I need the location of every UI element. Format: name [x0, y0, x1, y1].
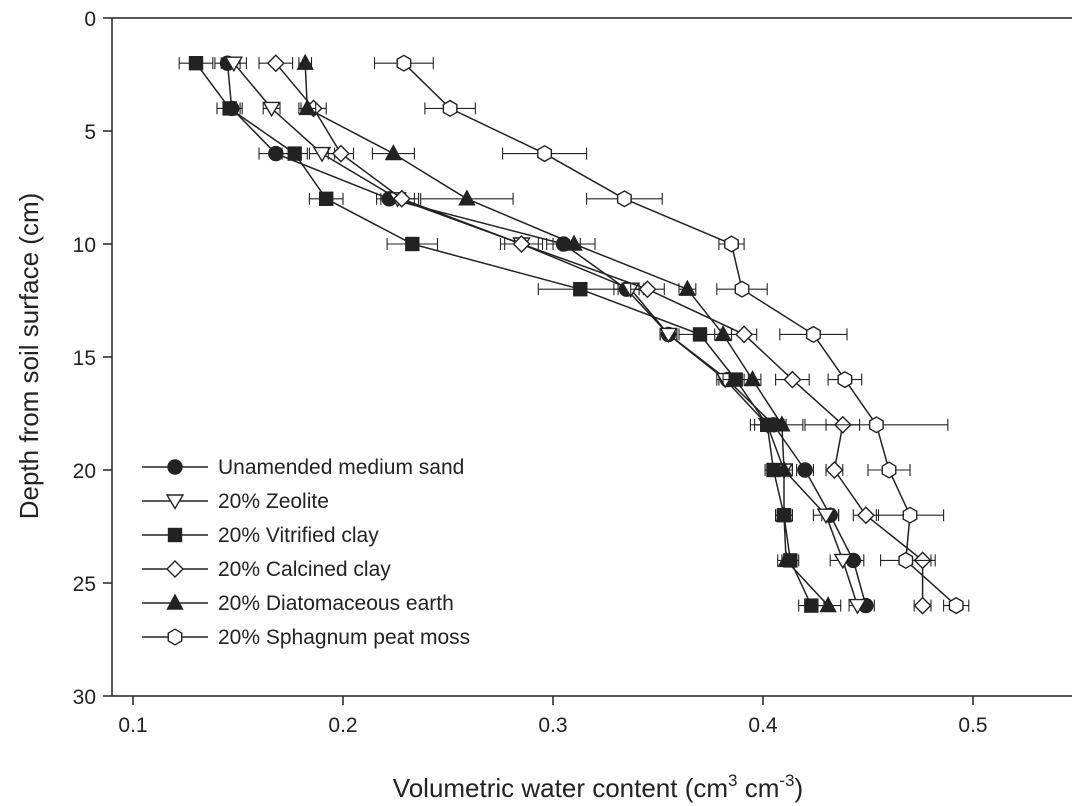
- y-tick-label: 25: [73, 573, 96, 596]
- data-point: [319, 191, 334, 207]
- data-point: [692, 327, 708, 342]
- y-tick-label: 15: [73, 347, 96, 370]
- legend-item-1: Unamended medium sand: [142, 456, 464, 479]
- data-point: [856, 506, 875, 525]
- data-point: [262, 101, 281, 118]
- data-point: [396, 54, 412, 72]
- legend-marker: [165, 494, 185, 510]
- data-point: [775, 460, 793, 477]
- legend-label: 20% Vitrified clay: [218, 524, 379, 547]
- data-point: [837, 370, 853, 389]
- y-tick-label: 20: [73, 460, 96, 483]
- legend-label: 20% Calcined clay: [218, 558, 391, 581]
- x-axis-title-main: Volumetric water content (cm: [393, 773, 728, 803]
- data-point: [638, 280, 657, 299]
- x-axis-title-end: ): [795, 773, 804, 803]
- data-point: [868, 416, 884, 434]
- data-point: [775, 505, 793, 522]
- data-point: [222, 101, 237, 116]
- legend-item-4: 20% Calcined clay: [142, 558, 391, 581]
- data-point: [805, 325, 821, 344]
- data-point: [573, 282, 588, 297]
- data-point: [537, 144, 553, 163]
- x-tick-label: 0.1: [118, 714, 147, 737]
- data-point: [948, 596, 964, 615]
- data-point: [913, 596, 932, 615]
- data-point: [734, 280, 750, 298]
- data-point: [405, 236, 420, 252]
- legend-marker: [167, 459, 183, 475]
- data-point: [783, 370, 802, 389]
- legend-marker: [166, 593, 184, 610]
- data-point: [816, 508, 836, 525]
- legend-marker: [166, 560, 184, 578]
- legend-item-2: 20% Zeolite: [142, 490, 329, 513]
- data-point: [384, 144, 403, 161]
- data-series: [178, 53, 970, 615]
- data-point: [565, 234, 583, 251]
- data-point: [678, 279, 697, 296]
- data-point: [287, 146, 302, 161]
- legend-item-6: 20% Sphagnum peat moss: [142, 626, 470, 649]
- y-axis-title: Depth from soil surface (cm): [14, 193, 44, 520]
- data-point: [392, 189, 411, 208]
- data-point: [902, 506, 918, 524]
- data-point: [714, 324, 732, 342]
- data-point: [898, 551, 914, 570]
- data-point: [188, 56, 204, 71]
- legend-label: 20% Sphagnum peat moss: [218, 626, 470, 649]
- data-point: [512, 235, 531, 253]
- x-axis-title-sup2: -3: [779, 771, 794, 790]
- data-point: [442, 99, 458, 118]
- data-point: [848, 598, 867, 615]
- x-tick-label: 0.2: [328, 714, 357, 737]
- y-tick-label: 5: [84, 121, 96, 144]
- legend-item-5: 20% Diatomaceous earth: [142, 592, 454, 615]
- data-point: [735, 325, 754, 344]
- series-6: [373, 54, 970, 615]
- x-axis-title-sup1: 3: [728, 771, 737, 790]
- data-point: [728, 372, 743, 387]
- legend-marker: [167, 527, 183, 543]
- data-point: [833, 553, 853, 570]
- data-point: [616, 190, 632, 208]
- data-point: [724, 235, 739, 253]
- x-tick-label: 0.3: [538, 714, 567, 737]
- legend-item-3: 20% Vitrified clay: [142, 524, 379, 547]
- data-point: [659, 327, 678, 344]
- data-point: [224, 56, 244, 73]
- data-point: [797, 462, 813, 478]
- series-3: [178, 56, 825, 613]
- x-axis-title-mid: cm: [738, 773, 780, 803]
- legend: Unamended medium sand 20% Zeolite 20% Vitr…: [142, 456, 470, 649]
- x-tick-label: 0.4: [748, 714, 778, 737]
- y-tick-label: 0: [84, 8, 96, 31]
- data-point: [743, 370, 762, 387]
- data-point: [298, 98, 316, 116]
- legend-marker: [167, 628, 183, 646]
- legend-label: Unamended medium sand: [218, 456, 464, 479]
- data-point: [331, 144, 350, 163]
- data-point: [773, 415, 791, 432]
- axis-ticks: 0.1 0.2 0.3 0.4 0.5 0 5 10 15 20 25 30: [73, 8, 988, 737]
- legend-label: 20% Diatomaceous earth: [218, 592, 454, 615]
- data-point: [825, 461, 844, 479]
- legend-label: 20% Zeolite: [218, 490, 329, 513]
- data-point: [458, 189, 476, 206]
- y-tick-label: 10: [73, 234, 96, 257]
- data-point: [268, 145, 284, 162]
- data-point: [312, 146, 332, 163]
- y-tick-label: 30: [73, 686, 96, 709]
- x-axis-title: Volumetric water content (cm3 cm-3): [393, 771, 803, 803]
- data-point: [819, 596, 837, 613]
- data-point: [296, 53, 314, 70]
- x-tick-label: 0.5: [958, 714, 987, 737]
- data-point: [266, 54, 285, 73]
- series-5: [296, 53, 842, 613]
- data-point: [777, 550, 795, 568]
- data-point: [881, 461, 897, 479]
- series-4: [258, 54, 936, 615]
